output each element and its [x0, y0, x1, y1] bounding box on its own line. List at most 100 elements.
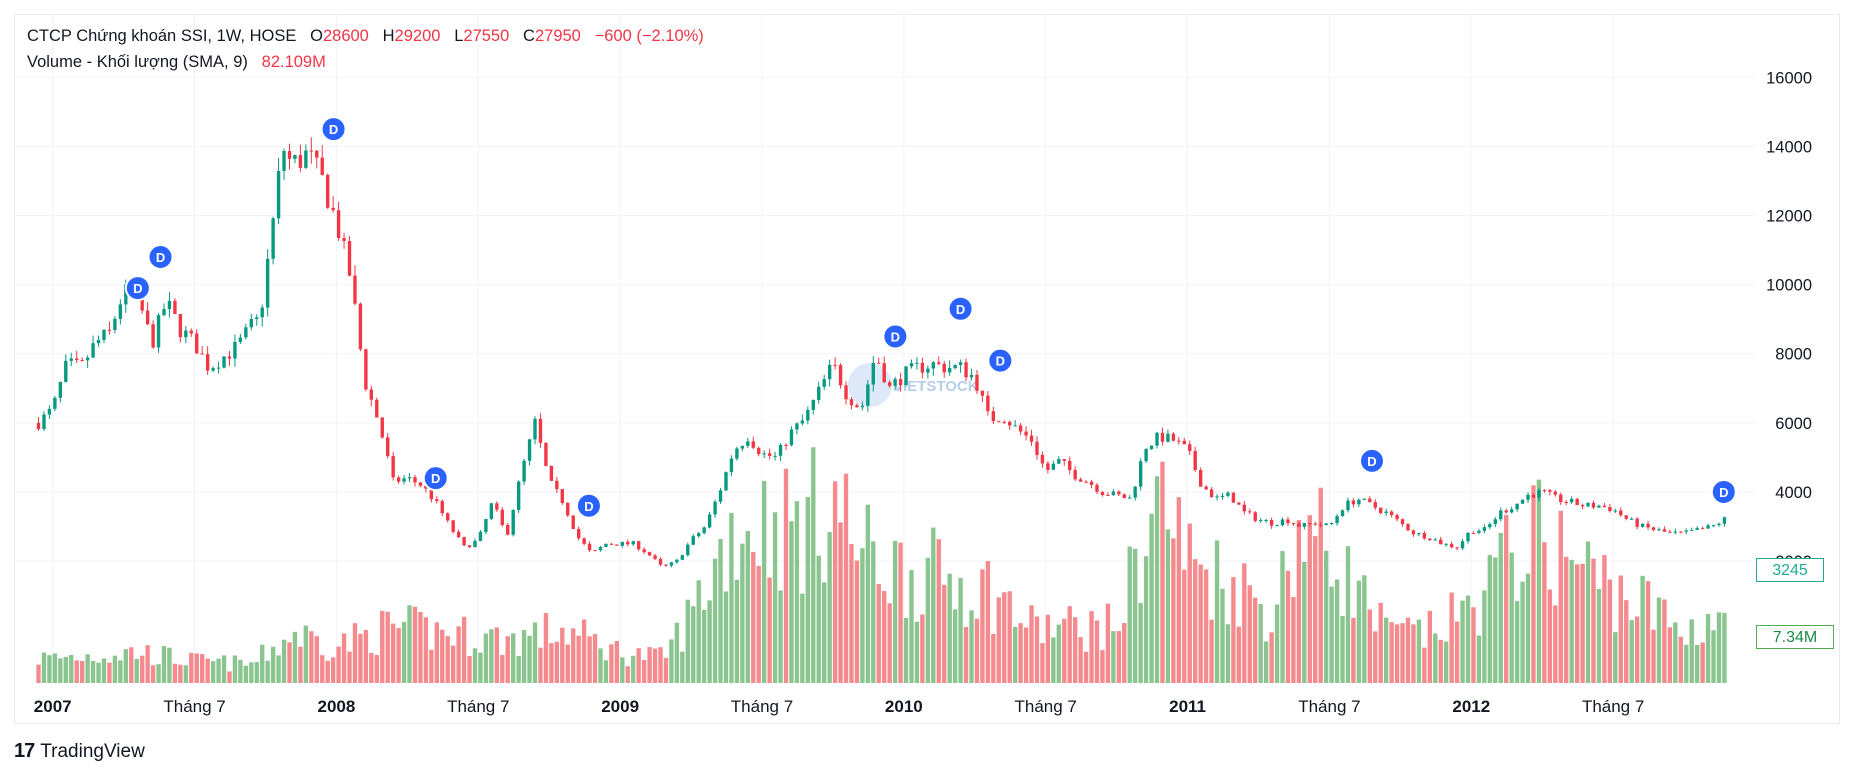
- candle-body: [1526, 494, 1530, 500]
- candle-body: [898, 379, 903, 386]
- candle-body: [1155, 432, 1159, 446]
- dividend-marker-label: D: [1719, 485, 1728, 500]
- volume-bar: [1629, 620, 1634, 683]
- candle-body: [1008, 421, 1012, 426]
- candle-body: [1138, 461, 1143, 487]
- volume-bar: [669, 639, 674, 683]
- candle-body: [1182, 440, 1186, 445]
- candle-body: [1389, 511, 1394, 516]
- candle-body: [1231, 492, 1236, 503]
- candle-body: [173, 300, 177, 315]
- tradingview-brand[interactable]: 17 TradingView: [14, 740, 145, 763]
- volume-bar: [1722, 612, 1727, 683]
- volume-bar: [1165, 529, 1171, 683]
- candle-body: [1690, 530, 1694, 532]
- candle-body: [555, 480, 559, 490]
- volume-bar: [1225, 624, 1231, 683]
- candle-body: [1188, 444, 1192, 451]
- volume-bar: [1269, 632, 1274, 683]
- candle-body: [1439, 539, 1443, 545]
- volume-bar: [298, 646, 303, 683]
- volume-bar: [292, 631, 298, 683]
- candle-body: [713, 501, 717, 515]
- volume-bar: [1214, 540, 1220, 683]
- volume-bar: [1684, 644, 1689, 683]
- candle-body: [1722, 517, 1727, 524]
- candle-body: [216, 367, 221, 369]
- candle-body: [315, 150, 319, 158]
- volume-bar: [931, 527, 936, 683]
- candle-body: [484, 519, 488, 532]
- volume-bar: [658, 647, 663, 683]
- candle-body: [1619, 510, 1623, 516]
- volume-bar: [772, 512, 778, 683]
- candle-body: [1717, 523, 1721, 526]
- volume-bar: [1138, 602, 1143, 683]
- volume-bar: [1694, 644, 1700, 683]
- candle-body: [746, 441, 750, 446]
- volume-value: 82.109M: [261, 53, 326, 71]
- candle-body: [1548, 490, 1552, 492]
- candle-body: [1018, 425, 1023, 432]
- candle-body: [276, 170, 281, 219]
- candle-body: [118, 304, 123, 319]
- candle-body: [1258, 520, 1263, 522]
- volume-bar: [129, 647, 134, 683]
- candle-body: [1542, 489, 1547, 491]
- candle-body: [1226, 492, 1230, 496]
- volume-bar: [1596, 588, 1602, 683]
- volume-bar: [1667, 627, 1673, 683]
- volume-bar: [685, 599, 690, 683]
- volume-bar: [914, 621, 920, 683]
- volume-bar: [1029, 605, 1034, 683]
- y-tick-label: 4000: [1775, 484, 1812, 502]
- x-tick-label: 2007: [34, 697, 72, 716]
- candle-body: [167, 300, 172, 310]
- volume-bar: [358, 633, 363, 683]
- volume-bar: [1700, 642, 1705, 683]
- candle-body: [1166, 433, 1170, 442]
- candle-body: [849, 399, 854, 406]
- x-tick-label: Tháng 7: [447, 697, 509, 716]
- volume-bar: [434, 622, 439, 683]
- volume-bar: [494, 627, 500, 683]
- price-axis[interactable]: 200040006000800010000120001400016000: [1766, 69, 1812, 571]
- volume-bar: [1613, 632, 1618, 683]
- volume-bar: [440, 629, 445, 683]
- volume-bar: [85, 654, 90, 683]
- volume-bar: [854, 560, 860, 683]
- candle-body: [980, 390, 985, 396]
- candle-body: [1466, 532, 1470, 542]
- volume-bar: [1454, 621, 1460, 683]
- candle-body: [1586, 502, 1590, 507]
- volume-bar: [1094, 620, 1100, 683]
- time-axis[interactable]: 2007 Tháng 7 2008 Tháng 7 2009 Tháng 7 2010 Thá…: [34, 697, 1645, 716]
- candle-body: [1662, 529, 1667, 532]
- candle-body: [1679, 531, 1683, 533]
- dividend-marker-icon: [124, 275, 151, 302]
- candle-body: [375, 399, 379, 418]
- candle-body: [806, 409, 810, 421]
- candle-body: [1400, 519, 1405, 525]
- volume-bar: [1640, 575, 1645, 683]
- candle-body: [1111, 491, 1116, 496]
- volume-bar: [969, 610, 974, 683]
- candle-body: [1253, 512, 1257, 521]
- candle-body: [255, 317, 259, 320]
- candle-body: [1068, 460, 1072, 470]
- candle-body: [1357, 499, 1361, 505]
- candle-body: [233, 341, 237, 359]
- candle-body: [309, 150, 314, 152]
- volume-bar: [980, 569, 985, 683]
- volume-bar: [1062, 618, 1067, 683]
- candle-body: [1193, 450, 1197, 471]
- volume-bar: [1285, 570, 1291, 683]
- candle-body: [1324, 523, 1328, 525]
- volume-bar: [314, 636, 319, 683]
- volume-bar: [341, 633, 347, 683]
- candle-body: [942, 363, 946, 373]
- volume-bar: [751, 551, 756, 683]
- volume-bar: [843, 473, 849, 683]
- volume-bar: [892, 541, 898, 683]
